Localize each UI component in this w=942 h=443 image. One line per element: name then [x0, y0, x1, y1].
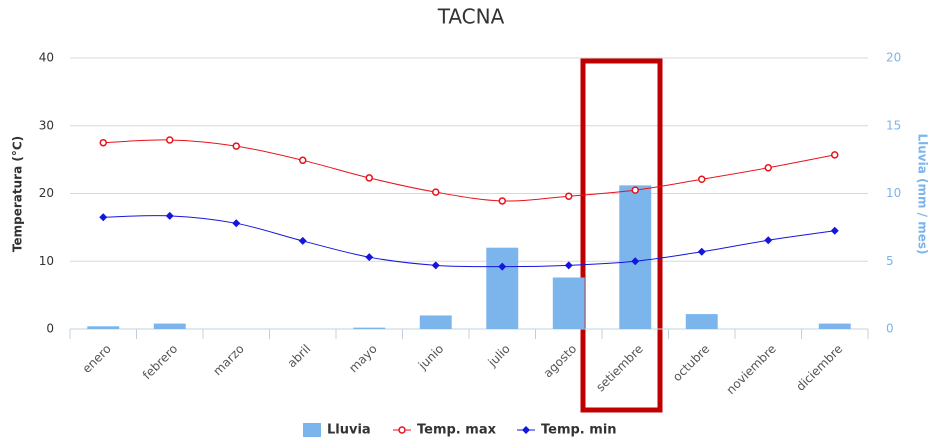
marker: [498, 197, 506, 205]
marker: [232, 219, 241, 228]
marker: [365, 174, 373, 182]
y-tick-label: 40: [39, 51, 54, 65]
bar: [419, 315, 452, 329]
marker: [697, 247, 706, 256]
y-tick-label: 0: [46, 322, 54, 336]
marker: [99, 138, 107, 147]
marker: [764, 164, 772, 172]
marker: [432, 188, 440, 196]
marker: [764, 236, 773, 245]
x-tick-label: setiembre: [593, 342, 646, 395]
bar: [153, 323, 186, 329]
legend-marker: [398, 426, 406, 434]
y2-tick-label: 0: [886, 322, 894, 336]
y2-axis-title: Lluvia (mm / mes): [916, 133, 930, 254]
y-tick-label: 30: [39, 118, 54, 132]
bar: [552, 277, 585, 329]
y2-tick-label: 10: [886, 186, 901, 200]
y-tick-label: 10: [39, 254, 54, 268]
chart-title: TACNA: [437, 5, 505, 29]
line: [103, 215, 835, 268]
x-tick-label: agosto: [541, 342, 580, 381]
marker: [498, 262, 507, 271]
y2-tick-label: 20: [886, 51, 901, 65]
x-tick-label: diciembre: [793, 342, 845, 394]
marker: [365, 253, 374, 262]
bar: [619, 185, 652, 329]
bar: [818, 323, 851, 329]
legend-swatch: [303, 423, 321, 437]
x-tick-label: mayo: [346, 342, 380, 376]
legend-label: Temp. min: [541, 423, 617, 438]
y-axis-title: Temperatura (°C): [11, 136, 25, 252]
line: [103, 139, 835, 202]
legend-marker: [522, 426, 530, 434]
marker: [831, 151, 839, 159]
bar: [685, 314, 718, 329]
marker: [565, 192, 573, 200]
x-tick-label: julio: [485, 342, 513, 370]
marker: [431, 261, 440, 270]
bar: [353, 327, 386, 329]
marker: [299, 156, 307, 165]
x-tick-label: junio: [415, 342, 446, 373]
marker: [631, 186, 639, 194]
marker: [99, 213, 108, 222]
y2-tick-label: 5: [886, 254, 894, 268]
marker: [232, 142, 240, 150]
bar: [486, 247, 519, 329]
marker: [830, 226, 839, 235]
y-tick-label: 20: [39, 186, 54, 200]
marker: [564, 261, 573, 270]
bar: [87, 326, 120, 329]
legend-label: Lluvia: [327, 423, 371, 438]
marker: [165, 211, 174, 220]
marker: [298, 236, 307, 245]
x-tick-label: enero: [80, 342, 114, 376]
x-tick-label: noviembre: [724, 342, 779, 397]
x-tick-label: abril: [285, 342, 314, 371]
marker: [698, 175, 706, 184]
marker: [166, 136, 174, 144]
highlight-box: [580, 58, 663, 413]
x-tick-label: octubre: [670, 342, 712, 384]
y2-tick-label: 15: [886, 118, 901, 132]
marker: [631, 257, 640, 266]
x-tick-label: febrero: [140, 342, 181, 383]
x-tick-label: marzo: [210, 342, 247, 379]
legend-label: Temp. max: [417, 423, 497, 438]
